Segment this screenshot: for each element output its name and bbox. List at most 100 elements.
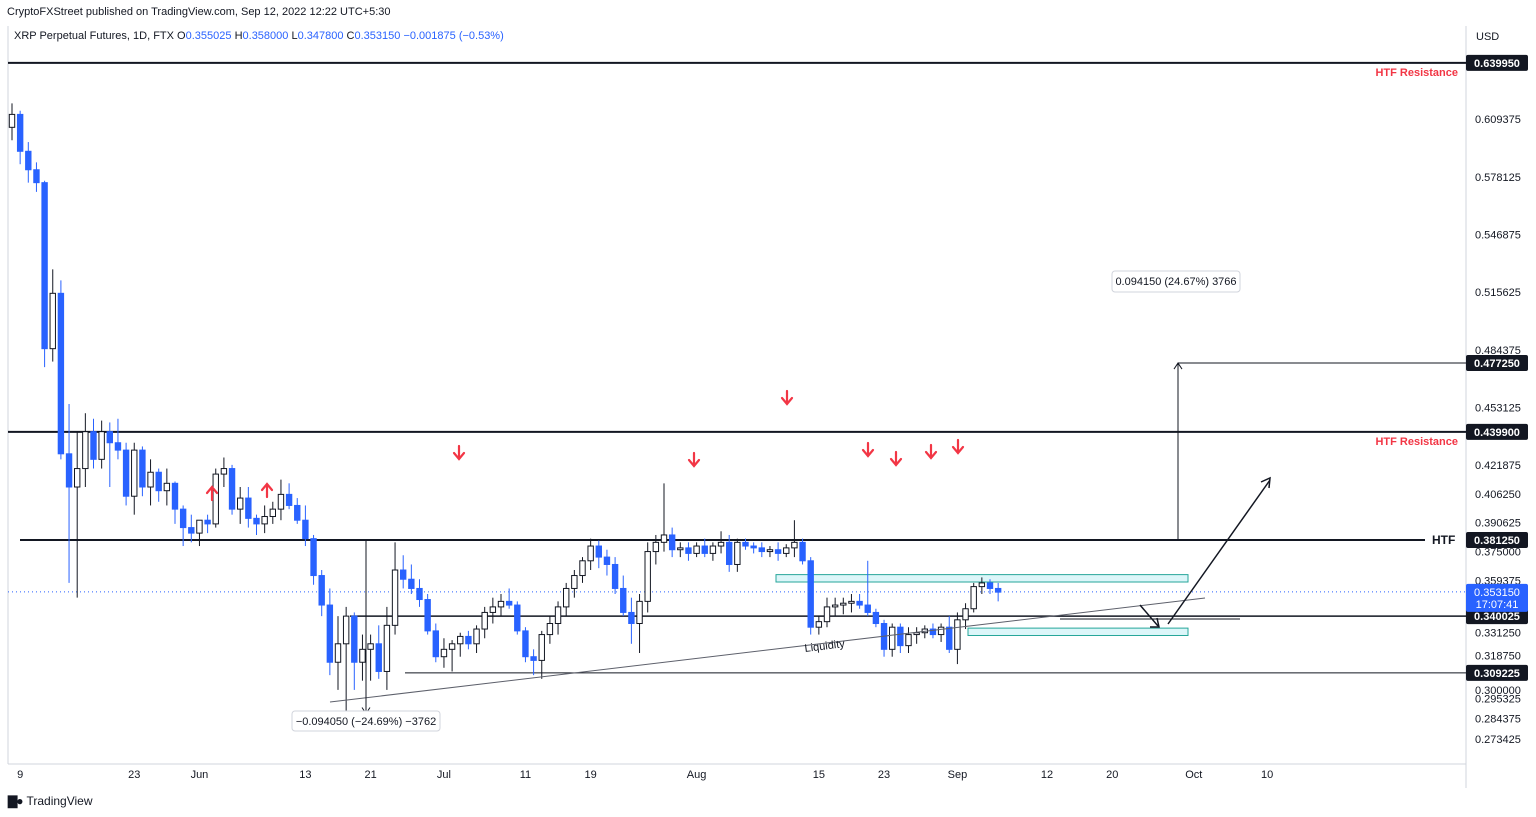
time-tick-label: 13 <box>299 769 311 781</box>
candle-body <box>497 600 505 608</box>
candle-body <box>188 527 195 534</box>
time-tick-label: 11 <box>520 769 531 781</box>
candle-body <box>840 602 847 606</box>
candle-body <box>962 608 969 621</box>
candle-body <box>652 541 660 553</box>
time-axis: 9 23 Jun 13 21 Jul 11 19 Aug 15 23 Sep 12 20 Oct 10 <box>17 769 1273 781</box>
candle-body <box>253 517 260 525</box>
candle-body <box>815 621 823 628</box>
candle-body <box>212 473 219 525</box>
candle-body <box>758 547 765 553</box>
candle-body <box>660 534 668 543</box>
candle-body <box>228 468 236 510</box>
candle-body <box>489 606 497 613</box>
arrow-up-icon <box>205 485 219 502</box>
candle-body <box>261 516 268 525</box>
time-tick-label: 12 <box>1041 769 1053 781</box>
candle-body <box>717 541 725 547</box>
current-price-text: 0.353150 <box>1474 587 1520 599</box>
arrow-down-icon <box>951 438 965 455</box>
level-price-tag <box>1466 608 1528 625</box>
time-tick-label: 19 <box>585 769 597 781</box>
time-tick-label: 10 <box>1261 769 1273 781</box>
arrow-down-icon <box>687 451 701 468</box>
price-tick-label: 0.421875 <box>1475 460 1521 472</box>
candle-body <box>709 545 717 554</box>
candle-body <box>383 624 391 672</box>
close-label: C <box>346 30 355 42</box>
price-tick-label: 0.484375 <box>1475 345 1521 357</box>
htf-resistance-label: HTF Resistance <box>1375 67 1458 79</box>
candle-body <box>318 575 325 606</box>
htf-label: HTF <box>1432 533 1455 547</box>
demand-zone <box>967 627 1189 636</box>
candle-body <box>783 547 790 554</box>
candle-body <box>897 626 904 647</box>
candle-body <box>791 541 798 549</box>
high-value: 0.358000 <box>242 30 289 42</box>
candle-body <box>65 453 73 488</box>
candle-body <box>505 600 513 606</box>
candle-body <box>726 541 733 565</box>
arrow-up-icon <box>260 482 274 499</box>
level-price-tag-text: 0.639950 <box>1474 58 1520 70</box>
candle-body <box>856 600 863 606</box>
candle-body <box>693 545 700 554</box>
candle-body <box>408 578 415 589</box>
candle-body <box>465 635 472 645</box>
candle-body <box>685 547 692 554</box>
price-tick-label: 0.609375 <box>1475 114 1521 126</box>
measure-up-label: 0.094150 (24.67%) 3766 <box>1115 276 1236 288</box>
candle-body <box>970 586 977 610</box>
candle-body <box>481 611 488 630</box>
level-price-tag <box>1466 664 1528 681</box>
candle-body <box>734 541 741 565</box>
price-tick-label: 0.300000 <box>1475 685 1521 697</box>
candle-body <box>82 431 89 470</box>
level-price-tag-text: 0.309225 <box>1474 668 1520 680</box>
candle-body <box>57 292 65 455</box>
time-tick-label: Jul <box>437 769 451 781</box>
candle-body <box>74 468 81 488</box>
candle-body <box>864 604 871 613</box>
currency-label: USD <box>1476 31 1499 43</box>
measure-down-box <box>291 710 441 732</box>
countdown-text: 17:07:41 <box>1476 599 1519 611</box>
candle-body <box>326 604 334 663</box>
price-tick-label: 0.546875 <box>1475 230 1521 242</box>
candle-body <box>522 630 529 658</box>
low-label: L <box>291 30 298 42</box>
price-tick-label: 0.390625 <box>1475 518 1521 530</box>
candle-body <box>514 604 521 632</box>
candle-body <box>848 600 855 604</box>
high-label: H <box>234 30 243 42</box>
symbol-name: XRP Perpetual Futures, 1D, FTX <box>14 30 174 42</box>
candle-body <box>147 471 154 488</box>
level-price-tag <box>1466 423 1528 440</box>
candle-body <box>774 549 782 554</box>
level-price-tag <box>1466 532 1528 549</box>
candle-body <box>587 545 594 562</box>
published-note: CryptoFXStreet published on TradingView.… <box>7 6 391 18</box>
candle-body <box>595 545 602 558</box>
annotations: HTF Resistance HTF Resistance HTF Liquidity… <box>205 67 1458 732</box>
projection-down-line <box>1139 604 1159 627</box>
candle-body <box>237 497 244 510</box>
level-price-tag <box>1466 54 1528 71</box>
open-value: 0.355025 <box>185 30 232 42</box>
candle-body <box>375 643 382 672</box>
level-price-tag <box>1466 354 1528 371</box>
price-tick-label: 0.318750 <box>1475 650 1521 662</box>
measure-up-box <box>1111 270 1241 293</box>
candle-body <box>25 150 32 171</box>
candle-body <box>359 648 366 663</box>
time-tick-label: 20 <box>1106 769 1118 781</box>
candle-body <box>416 587 423 601</box>
candle-body <box>929 628 937 636</box>
candle-body <box>432 630 440 658</box>
tradingview-logo[interactable]: ▇● TradingView <box>8 794 93 808</box>
price-tick-label: 0.515625 <box>1475 287 1521 299</box>
candle-body <box>473 628 480 645</box>
candle-body <box>196 519 203 534</box>
